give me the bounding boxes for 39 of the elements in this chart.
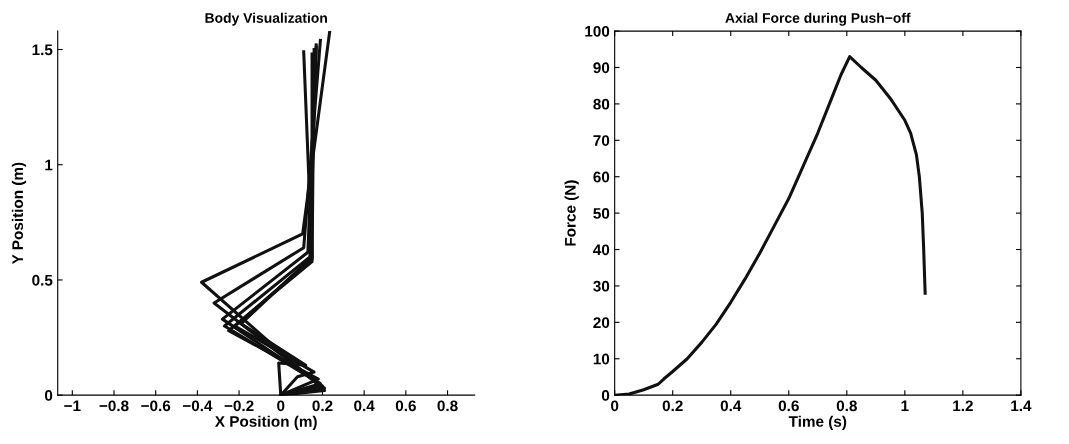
x-tick-label: 0 bbox=[277, 400, 285, 412]
x-tick-label: 0.2 bbox=[312, 400, 333, 412]
x-tick-label: −1 bbox=[64, 400, 81, 412]
x-tick-label: 1.4 bbox=[1011, 400, 1032, 412]
y-tick-label: 1 bbox=[45, 159, 53, 171]
x-tick-label: −0.6 bbox=[141, 400, 171, 412]
x-tick-label: 0.4 bbox=[720, 400, 742, 412]
chart-title: Body Visualization bbox=[205, 12, 327, 26]
x-tick-label: −0.4 bbox=[182, 400, 213, 412]
y-axis-title: Force (N) bbox=[564, 180, 579, 246]
y-tick-label: 1.5 bbox=[32, 44, 53, 56]
y-tick-label: 70 bbox=[593, 135, 610, 146]
x-tick-label: 1.2 bbox=[953, 400, 973, 412]
x-tick-label: 0.8 bbox=[437, 400, 458, 412]
y-tick-label: 10 bbox=[593, 353, 610, 365]
y-tick-label: 60 bbox=[593, 171, 610, 183]
y-tick-label: 40 bbox=[593, 244, 610, 256]
y-tick-label: 20 bbox=[593, 317, 610, 329]
y-tick-label: 90 bbox=[593, 62, 610, 74]
y-axis-title: Y Position (m) bbox=[11, 162, 27, 265]
y-tick-label: 100 bbox=[585, 25, 610, 37]
x-axis-title: Time (s) bbox=[788, 415, 847, 430]
y-tick-label: 0 bbox=[44, 390, 53, 401]
x-tick-label: 0.4 bbox=[354, 400, 375, 412]
x-tick-label: −0.2 bbox=[224, 400, 254, 412]
y-tick-label: 30 bbox=[593, 280, 610, 292]
y-tick-label: 80 bbox=[593, 98, 610, 110]
y-tick-label: 50 bbox=[593, 207, 610, 219]
y-tick-label: 0 bbox=[601, 390, 610, 401]
x-tick-label: −0.8 bbox=[99, 400, 129, 412]
x-tick-label: 0.2 bbox=[662, 400, 683, 412]
x-tick-label: 0.8 bbox=[836, 400, 857, 412]
x-tick-label: 0 bbox=[611, 400, 619, 412]
x-tick-label: 0.6 bbox=[395, 400, 416, 412]
chart-title: Axial Force during Push−off bbox=[725, 12, 911, 26]
x-tick-label: 1 bbox=[901, 400, 909, 412]
y-tick-label: 0.5 bbox=[32, 274, 53, 286]
x-axis-title: X Position (m) bbox=[214, 415, 317, 430]
x-tick-label: 0.6 bbox=[778, 400, 799, 412]
